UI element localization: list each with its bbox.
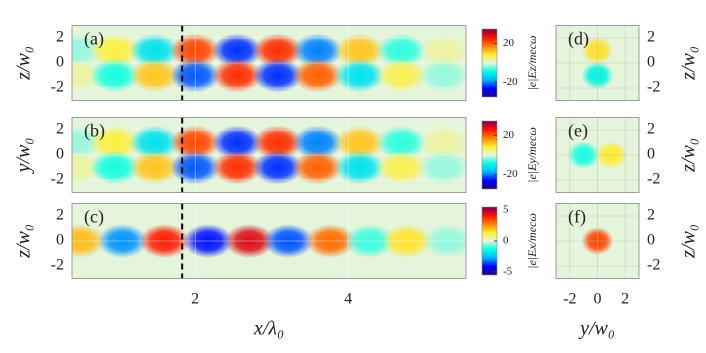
field-blob bbox=[252, 125, 303, 160]
field-blob bbox=[129, 125, 180, 160]
colorbar-tick-label: 5 bbox=[503, 204, 509, 216]
field-blob bbox=[376, 150, 427, 185]
field-blob bbox=[334, 58, 385, 93]
field-blob bbox=[129, 150, 180, 185]
y-axis-label: y/w₀ bbox=[13, 138, 35, 175]
field-blob bbox=[418, 33, 466, 68]
y-tick-label: -2 bbox=[647, 257, 660, 274]
panel-label: (d) bbox=[568, 29, 589, 50]
field-blob bbox=[212, 125, 263, 160]
y-tick-label: 0 bbox=[56, 232, 64, 249]
panel-frame bbox=[71, 117, 467, 193]
y-tick-label: 2 bbox=[56, 121, 64, 138]
field-blob bbox=[292, 125, 343, 160]
field-blob bbox=[376, 58, 427, 93]
y-axis-label: z/w₀ bbox=[678, 224, 700, 259]
x-tick-label: 4 bbox=[344, 291, 352, 308]
colorbar-tick-label: 20 bbox=[503, 129, 515, 141]
y-tick-label: -2 bbox=[51, 79, 64, 96]
colorbar-tick-label: -20 bbox=[503, 76, 518, 88]
field-blob bbox=[252, 150, 303, 185]
y-tick-label: 2 bbox=[56, 207, 64, 224]
x-axis-label: x/λ₀ bbox=[253, 318, 284, 340]
colorbar-label: |e|Ey/mecω bbox=[525, 127, 539, 183]
panel-frame bbox=[555, 203, 640, 279]
field-blob bbox=[129, 33, 180, 68]
field-blob bbox=[89, 33, 140, 68]
colorbar-label: |e|Ez/mecω bbox=[525, 35, 539, 90]
panel-frame bbox=[555, 117, 640, 193]
y-tick-label: 0 bbox=[647, 146, 655, 163]
colorbar-tick-label: 20 bbox=[503, 37, 515, 49]
field-blob bbox=[418, 125, 466, 160]
field-blob bbox=[212, 33, 263, 68]
y-tick-label: 2 bbox=[56, 29, 64, 46]
panel-label: (e) bbox=[568, 121, 588, 142]
x-tick-label: 0 bbox=[594, 291, 602, 308]
panel-label: (c) bbox=[84, 207, 104, 228]
field-blob bbox=[376, 125, 427, 160]
field-blob bbox=[212, 150, 263, 185]
field-blob bbox=[129, 58, 180, 93]
panel-frame bbox=[71, 25, 467, 101]
field-blob bbox=[89, 125, 140, 160]
y-tick-label: 2 bbox=[647, 207, 655, 224]
panel-label: (f) bbox=[568, 207, 586, 228]
y-tick-label: -2 bbox=[51, 257, 64, 274]
y-tick-label: 2 bbox=[647, 121, 655, 138]
panel-frame bbox=[555, 25, 640, 101]
field-blob bbox=[252, 58, 303, 93]
panel-label: (b) bbox=[84, 121, 105, 142]
y-tick-label: 0 bbox=[56, 54, 64, 71]
panel-label: (a) bbox=[84, 29, 104, 50]
field-blob bbox=[418, 150, 466, 185]
field-blob bbox=[334, 125, 385, 160]
colorbar bbox=[481, 28, 498, 98]
panel-frame bbox=[71, 203, 467, 279]
field-blob bbox=[334, 150, 385, 185]
y-tick-label: -2 bbox=[51, 171, 64, 188]
field-blob bbox=[292, 58, 343, 93]
y-tick-label: 0 bbox=[647, 54, 655, 71]
x-tick-label: 2 bbox=[191, 291, 199, 308]
y-axis-label: z/w₀ bbox=[13, 224, 35, 259]
field-blob bbox=[89, 150, 140, 185]
y-axis-label: z/w₀ bbox=[13, 46, 35, 81]
y-axis-label: z/w₀ bbox=[678, 138, 700, 173]
y-tick-label: 2 bbox=[647, 29, 655, 46]
x-axis-label: y/w₀ bbox=[578, 318, 615, 340]
field-blob bbox=[376, 33, 427, 68]
field-blob bbox=[252, 33, 303, 68]
field-blob bbox=[418, 58, 466, 93]
y-axis-label: z/w₀ bbox=[678, 46, 700, 81]
field-blob bbox=[89, 58, 140, 93]
y-tick-label: 0 bbox=[647, 232, 655, 249]
y-tick-label: 0 bbox=[56, 146, 64, 163]
field-blob bbox=[334, 33, 385, 68]
colorbar-tick-label: -5 bbox=[503, 265, 513, 277]
field-blob bbox=[212, 58, 263, 93]
colorbar bbox=[481, 120, 498, 190]
x-tick-label: -2 bbox=[563, 291, 576, 308]
y-tick-label: -2 bbox=[647, 79, 660, 96]
field-blob bbox=[292, 150, 343, 185]
colorbar-tick-label: -20 bbox=[503, 168, 518, 180]
field-blob bbox=[292, 33, 343, 68]
y-tick-label: -2 bbox=[647, 171, 660, 188]
x-tick-label: 2 bbox=[621, 291, 629, 308]
colorbar-tick-label: 0 bbox=[503, 235, 509, 247]
colorbar-label: |e|Ex/mecω bbox=[525, 213, 539, 269]
